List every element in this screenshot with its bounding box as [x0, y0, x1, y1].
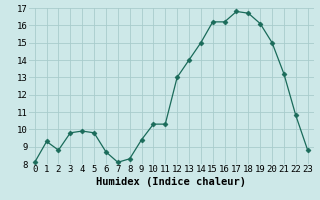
X-axis label: Humidex (Indice chaleur): Humidex (Indice chaleur) [96, 177, 246, 187]
